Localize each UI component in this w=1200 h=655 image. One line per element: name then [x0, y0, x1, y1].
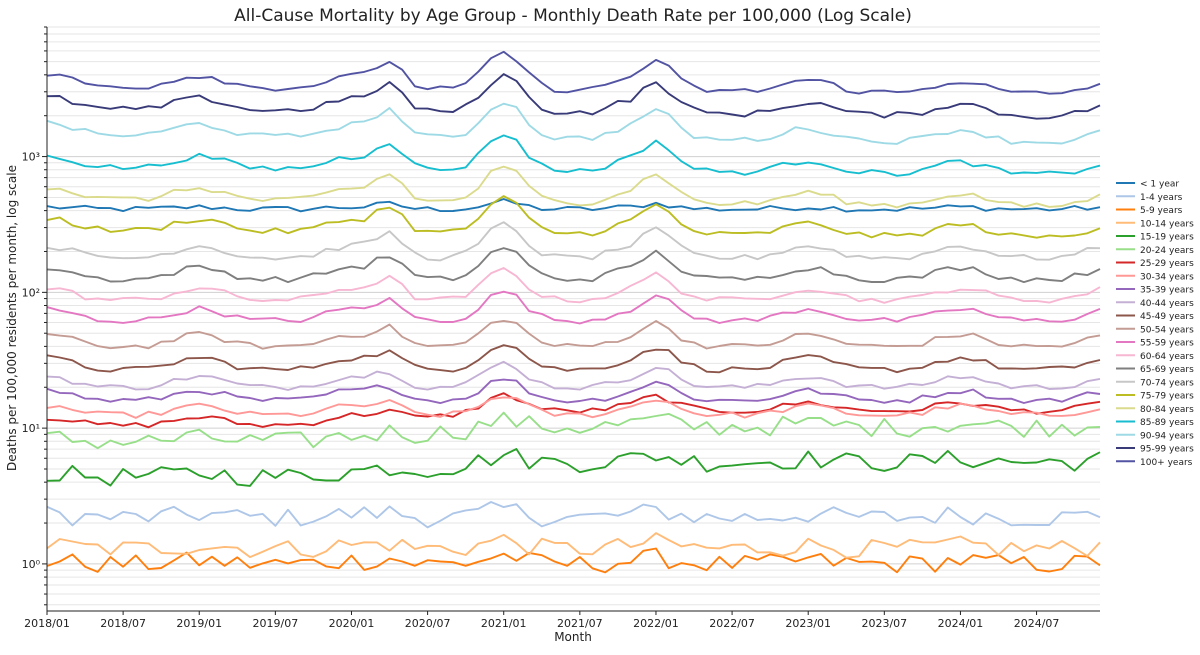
series-line: [46, 267, 1101, 304]
legend-label: 100+ years: [1140, 458, 1193, 468]
legend-label: 55-59 years: [1140, 339, 1194, 349]
legend-label: 80-84 years: [1140, 405, 1194, 415]
series-line: [46, 344, 1101, 374]
x-tick-label: 2021/01: [481, 617, 527, 630]
x-tick-label: 2024/01: [938, 617, 984, 630]
series-line: [46, 102, 1101, 145]
series-line: [46, 411, 1101, 450]
series-line: [46, 501, 1101, 529]
legend-label: 45-49 years: [1140, 312, 1194, 322]
series-line: [46, 396, 1101, 419]
x-tick-label: 2021/07: [557, 617, 603, 630]
series-line: [46, 360, 1101, 391]
series-line: [46, 290, 1101, 325]
series-line: [46, 198, 1101, 213]
series-line: [46, 319, 1101, 350]
series-line: [46, 165, 1101, 209]
legend-label: 5-9 years: [1140, 206, 1183, 216]
x-tick-label: 2018/07: [100, 617, 146, 630]
x-tick-label: 2018/01: [24, 617, 70, 630]
series-line: [46, 448, 1101, 487]
legend-label: 60-64 years: [1140, 352, 1194, 362]
series-line: [46, 532, 1101, 559]
y-tick-label: 10³: [22, 151, 40, 164]
legend-label: 75-79 years: [1140, 392, 1194, 402]
legend-label: 35-39 years: [1140, 286, 1194, 296]
legend-label: < 1 year: [1140, 180, 1179, 190]
legend-label: 10-14 years: [1140, 219, 1194, 229]
legend-label: 15-19 years: [1140, 233, 1194, 243]
legend-label: 90-94 years: [1140, 431, 1194, 441]
x-tick-label: 2023/07: [861, 617, 907, 630]
series-line: [46, 73, 1101, 120]
legend-label: 65-69 years: [1140, 365, 1194, 375]
x-tick-label: 2022/01: [633, 617, 679, 630]
grid-lines: [47, 26, 1100, 606]
legend: < 1 year 1-4 years 5-9 years 10-14 years 15-…: [1116, 180, 1194, 468]
series-line: [46, 378, 1101, 405]
x-tick-label: 2019/01: [176, 617, 222, 630]
y-tick-label: 10¹: [22, 422, 40, 435]
series-line: [46, 50, 1101, 95]
x-tick-label: 2019/07: [253, 617, 299, 630]
x-tick-label: 2023/01: [785, 617, 831, 630]
legend-label: 95-99 years: [1140, 445, 1194, 455]
y-tick-label: 10²: [22, 286, 40, 299]
series-line: [46, 195, 1101, 239]
legend-label: 30-34 years: [1140, 272, 1194, 282]
axes: 2018/01 2018/07 2019/01 2019/07 2020/01 2020/…: [22, 26, 1100, 630]
legend-label: 40-44 years: [1140, 299, 1194, 309]
series-line: [46, 547, 1101, 574]
legend-label: 25-29 years: [1140, 259, 1194, 269]
legend-label: 85-89 years: [1140, 418, 1194, 428]
series-lines: [46, 50, 1101, 574]
y-tick-label: 10⁰: [22, 558, 41, 571]
x-tick-label: 2020/01: [329, 617, 375, 630]
series-line: [46, 134, 1101, 177]
legend-label: 20-24 years: [1140, 246, 1194, 256]
y-axis-label: Deaths per 100,000 residents per month, …: [5, 165, 19, 471]
legend-label: 1-4 years: [1140, 193, 1183, 203]
chart-title: All-Cause Mortality by Age Group - Month…: [234, 6, 912, 26]
series-line: [46, 221, 1101, 262]
x-axis-label: Month: [554, 630, 592, 644]
series-line: [46, 392, 1101, 429]
legend-label: 70-74 years: [1140, 378, 1194, 388]
x-tick-label: 2022/07: [709, 617, 755, 630]
series-line: [46, 247, 1101, 284]
x-tick-label: 2020/07: [405, 617, 451, 630]
legend-label: 50-54 years: [1140, 325, 1194, 335]
x-tick-label: 2024/07: [1014, 617, 1060, 630]
